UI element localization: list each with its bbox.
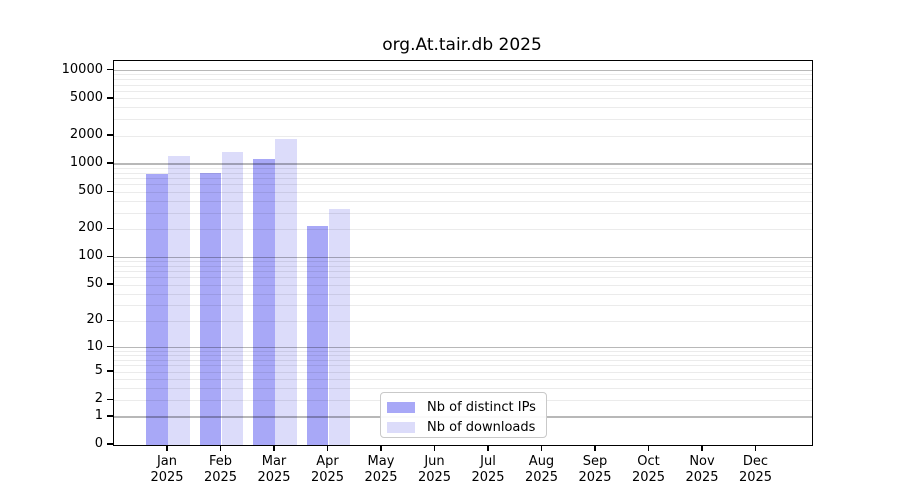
legend-label-distinct-ips: Nb of distinct IPs: [427, 400, 536, 415]
minor-gridline-9000: [114, 74, 812, 76]
x-tick-jan: [166, 445, 168, 451]
y-tick-label-100: 100: [78, 248, 103, 264]
bar-downloads-feb: [221, 151, 244, 445]
legend-swatch-downloads: [387, 422, 415, 433]
bars-layer: [114, 61, 812, 445]
y-tick-10: [107, 345, 113, 348]
x-tick-label-feb: Feb 2025: [203, 454, 238, 485]
x-tick-feb: [219, 445, 222, 451]
x-tick-label-jan: Jan 2025: [150, 454, 184, 485]
y-tick-10000: [107, 68, 113, 71]
x-tick-label-jun: Jun 2025: [417, 454, 452, 485]
y-tick-200: [107, 227, 113, 230]
legend-item-downloads: Nb of downloads: [387, 419, 538, 436]
legend: Nb of distinct IPs Nb of downloads: [380, 392, 547, 438]
legend-item-distinct-ips: Nb of distinct IPs: [387, 399, 538, 416]
y-tick-label-1: 1: [94, 407, 103, 423]
major-gridline-1000: [114, 163, 812, 165]
chart-title: org.At.tair.db 2025: [382, 35, 542, 55]
legend-label-downloads: Nb of downloads: [427, 420, 536, 435]
x-tick-mar: [273, 445, 275, 451]
minor-gridline-5000: [114, 98, 812, 100]
plot-area: Nb of distinct IPs Nb of downloads: [113, 60, 813, 446]
x-tick-label-oct: Oct 2025: [631, 454, 666, 485]
x-tick-label-may: May 2025: [364, 454, 398, 485]
x-tick-label-apr: Apr 2025: [310, 454, 345, 485]
x-tick-label-nov: Nov 2025: [685, 454, 719, 485]
y-tick-500: [107, 190, 113, 192]
y-tick-2: [107, 398, 113, 401]
y-tick-2000: [107, 134, 113, 136]
y-tick-label-200: 200: [78, 220, 103, 236]
y-tick-5000: [107, 97, 113, 99]
y-tick-label-5: 5: [94, 363, 103, 379]
bar-downloads-jan: [168, 155, 190, 445]
y-tick-100: [107, 255, 113, 258]
legend-swatch-distinct-ips: [387, 402, 415, 413]
y-tick-label-2000: 2000: [69, 127, 103, 142]
y-tick-50: [107, 283, 113, 285]
y-tick-1000: [107, 162, 113, 164]
x-tick-label-sep: Sep 2025: [578, 454, 612, 485]
bar-distinct-ips-mar: [253, 159, 275, 445]
y-tick-0: [107, 443, 113, 445]
bar-downloads-apr: [328, 209, 351, 445]
x-tick-label-mar: Mar 2025: [257, 454, 291, 485]
y-tick-label-1000: 1000: [69, 155, 103, 171]
y-tick-20: [107, 319, 113, 321]
x-tick-jun: [433, 445, 436, 451]
bar-distinct-ips-feb: [199, 172, 222, 445]
x-tick-nov: [701, 445, 703, 451]
minor-gridline-7000: [114, 84, 812, 86]
bar-downloads-mar: [275, 139, 297, 445]
y-tick-label-5000: 5000: [69, 89, 103, 105]
y-tick-label-10: 10: [86, 338, 103, 354]
y-tick-label-50: 50: [86, 276, 103, 292]
x-tick-aug: [540, 445, 543, 451]
y-tick-label-500: 500: [78, 183, 103, 199]
x-tick-may: [380, 445, 382, 451]
x-tick-label-aug: Aug 2025: [524, 454, 559, 485]
minor-gridline-4000: [114, 107, 812, 109]
minor-gridline-2000: [114, 135, 812, 137]
x-tick-label-dec: Dec 2025: [738, 454, 773, 485]
y-tick-label-10000: 10000: [61, 61, 103, 77]
y-tick-label-20: 20: [86, 312, 103, 328]
minor-gridline-900: [114, 167, 812, 169]
minor-gridline-3000: [114, 119, 812, 120]
x-tick-oct: [647, 445, 650, 451]
x-tick-dec: [754, 445, 757, 451]
y-tick-1: [107, 415, 113, 417]
x-tick-sep: [594, 445, 596, 451]
x-tick-apr: [326, 445, 329, 451]
bar-distinct-ips-jan: [146, 173, 168, 445]
minor-gridline-8000: [114, 79, 812, 81]
bar-distinct-ips-apr: [306, 225, 329, 445]
minor-gridline-6000: [114, 90, 812, 92]
y-tick-label-2: 2: [94, 391, 103, 407]
y-tick-label-0: 0: [94, 436, 103, 451]
x-tick-label-jul: Jul 2025: [471, 454, 505, 485]
major-gridline-10000: [114, 69, 812, 72]
x-tick-jul: [487, 445, 489, 451]
y-tick-5: [107, 370, 113, 372]
